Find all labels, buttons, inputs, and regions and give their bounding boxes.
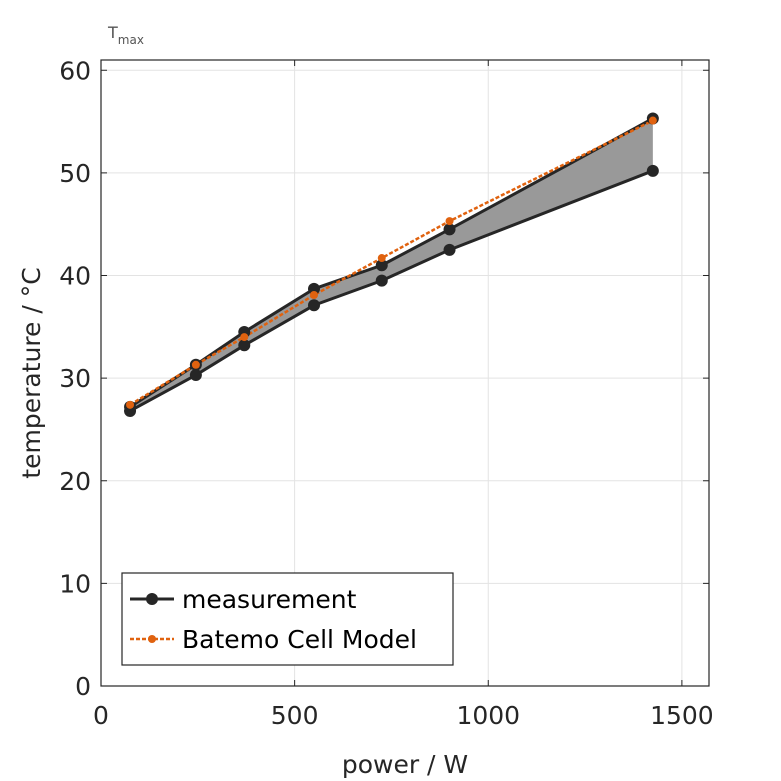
point-measurement xyxy=(238,339,251,352)
point-measurement xyxy=(307,282,320,295)
point-measurement xyxy=(646,164,659,177)
y-tick-label: 0 xyxy=(75,672,91,701)
measurement-band xyxy=(130,118,653,411)
x-tick-label: 1500 xyxy=(650,701,714,730)
point-measurement xyxy=(307,299,320,312)
chart-title-subscript: max xyxy=(118,33,144,47)
y-tick-label: 50 xyxy=(59,159,91,188)
y-tick-label: 10 xyxy=(59,569,91,598)
point-model xyxy=(240,333,249,342)
point-measurement xyxy=(375,259,388,272)
point-model xyxy=(648,116,657,125)
chart-title-main: T xyxy=(107,23,118,42)
legend-label-model: Batemo Cell Model xyxy=(182,625,417,654)
point-measurement xyxy=(443,243,456,256)
x-axis-label: power / W xyxy=(342,750,468,779)
y-tick-label: 30 xyxy=(59,364,91,393)
point-model xyxy=(377,254,386,263)
y-tick-label: 20 xyxy=(59,467,91,496)
legend: measurement Batemo Cell Model xyxy=(121,572,454,666)
legend-box xyxy=(121,572,454,666)
plot-frame xyxy=(100,59,710,687)
y-tick-label: 60 xyxy=(59,56,91,85)
series-markers xyxy=(124,112,659,417)
point-model xyxy=(126,400,135,409)
x-tick-label: 500 xyxy=(271,701,319,730)
legend-marker-model xyxy=(148,635,156,643)
point-model xyxy=(191,360,200,369)
y-tick-label: 40 xyxy=(59,262,91,291)
point-model xyxy=(309,291,318,300)
legend-marker-measurement xyxy=(146,593,158,605)
point-measurement xyxy=(443,223,456,236)
point-measurement xyxy=(189,369,202,382)
x-tick-label: 0 xyxy=(93,701,109,730)
chart-title: Tmax xyxy=(107,23,144,47)
point-measurement xyxy=(124,404,137,417)
point-model xyxy=(445,217,454,226)
axis-ticks: 0 500 1000 1500 0 10 20 30 40 50 60 xyxy=(59,56,714,730)
point-measurement xyxy=(375,274,388,287)
legend-label-measurement: measurement xyxy=(182,585,357,614)
y-axis-label: temperature / °C xyxy=(17,267,46,478)
x-tick-label: 1000 xyxy=(456,701,520,730)
